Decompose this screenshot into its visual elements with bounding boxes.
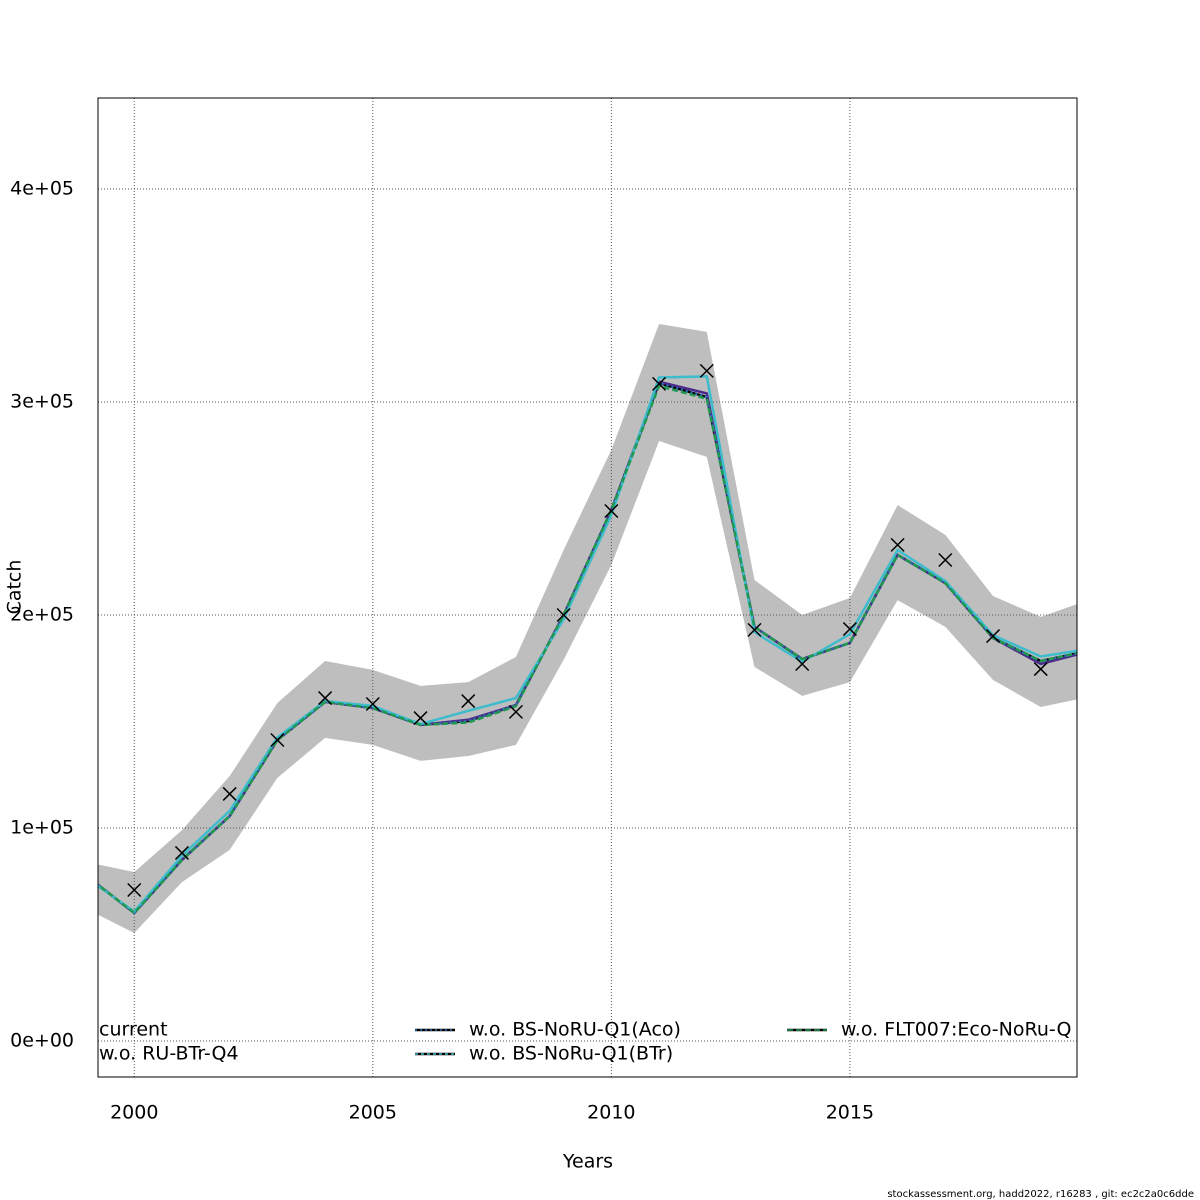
y-tick-label: 1e+05 [10,816,74,838]
y-axis-label: Catch [4,560,26,615]
observation [699,363,714,378]
x-tick-label: 2010 [587,1102,635,1124]
series-line [98,381,1077,915]
observation [127,882,142,898]
y-tick-label: 2e+05 [10,603,74,625]
y-tick-label: 0e+00 [10,1030,74,1052]
y-tick-label: 4e+05 [10,177,74,199]
observation [747,622,762,637]
confidence-band [98,324,1077,934]
observation [461,694,476,709]
x-tick-label: 2015 [826,1102,874,1124]
x-tick-label: 2000 [110,1102,158,1124]
legend-label: w.o. FLT007:Eco-NoRu-Q [841,1019,1071,1041]
observation [795,656,810,672]
series-line [98,375,1077,914]
legend-label: w.o. BS-NoRU-Q1(Aco) [469,1019,681,1041]
footer: stockassessment.org, hadd2022, r16283 , … [887,1189,1194,1200]
observation [174,845,189,860]
observation [986,629,1001,644]
legend-label: w.o. BS-NoRu-Q1(BTr) [469,1043,673,1065]
observation [318,691,333,706]
observation [842,622,857,637]
observation [413,711,428,726]
observation [365,696,380,712]
observation [556,607,571,623]
x-axis-label: Years [562,1151,613,1173]
observation [222,786,237,801]
x-tick-label: 2005 [349,1102,397,1124]
observation [508,704,523,719]
legend-label: w.o. RU-BTr-Q4 [99,1043,239,1065]
observation [1033,662,1048,677]
y-tick-label: 3e+05 [10,390,74,412]
observation [938,552,953,568]
legend-label: current [99,1019,168,1041]
series-line [98,384,1077,915]
observation [604,503,619,519]
plot-frame [97,97,1078,1078]
observation [652,376,667,391]
observation [270,732,285,748]
observation [890,537,905,552]
